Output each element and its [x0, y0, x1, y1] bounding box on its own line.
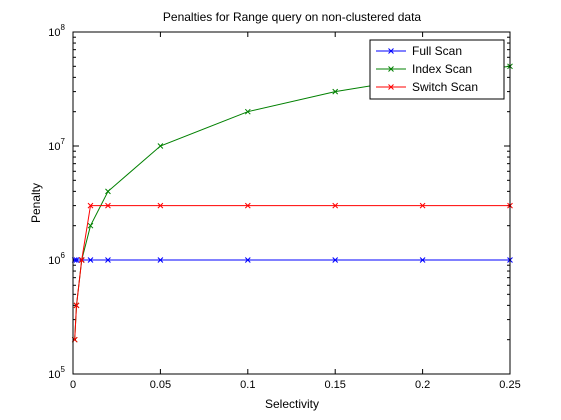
y-tick-label-exponent: 6 — [61, 251, 66, 260]
data-point-switch-scan — [157, 202, 164, 209]
data-point-index-scan — [244, 108, 251, 115]
chart-title: Penalties for Range query on non-cluster… — [163, 10, 421, 24]
data-point-switch-scan — [87, 202, 94, 209]
legend-marker-switch-scan — [388, 84, 394, 90]
y-tick-label-exponent: 8 — [61, 23, 66, 32]
x-axis-label: Selectivity — [265, 397, 319, 411]
series-line-switch-scan — [74, 205, 510, 340]
marker-stroke — [105, 188, 111, 195]
y-tick-label-exponent: 7 — [61, 137, 66, 146]
marker-stroke — [87, 222, 94, 229]
marker-stroke — [244, 202, 251, 209]
marker-stroke — [244, 108, 251, 115]
y-tick-label-base: 10 — [48, 27, 60, 39]
x-tick-label: 0.2 — [415, 379, 430, 391]
marker-stroke — [332, 202, 339, 209]
marker-stroke — [105, 257, 111, 263]
y-tick-label: 105 — [48, 365, 65, 381]
legend-marker-index-scan — [388, 66, 394, 72]
data-point-switch-scan — [78, 257, 85, 263]
data-point-switch-scan — [332, 202, 339, 209]
data-point-index-scan — [157, 143, 164, 149]
data-point-full-scan — [244, 257, 251, 263]
x-tick-label: 0.1 — [240, 379, 255, 391]
y-tick-label-base: 10 — [48, 369, 60, 381]
data-point-index-scan — [105, 188, 111, 195]
data-point-switch-scan — [419, 202, 426, 209]
data-point-full-scan — [73, 257, 80, 263]
legend-label-switch-scan: Switch Scan — [412, 80, 478, 94]
marker-stroke — [87, 202, 94, 209]
legend-label-full-scan: Full Scan — [412, 44, 462, 58]
data-point-switch-scan — [73, 302, 80, 309]
data-point-full-scan — [419, 257, 426, 263]
x-tick-label: 0.25 — [499, 379, 520, 391]
marker-stroke — [332, 257, 339, 263]
plot-frame — [72, 31, 511, 375]
legend: Full Scan Index Scan Switch Scan — [369, 39, 505, 100]
data-point-switch-scan — [105, 202, 111, 209]
legend-marker-full-scan — [388, 48, 394, 54]
x-tick-label: 0.15 — [324, 379, 345, 391]
marker-stroke — [73, 257, 80, 263]
data-point-full-scan — [157, 257, 164, 263]
y-tick-label: 108 — [48, 23, 65, 39]
marker-stroke — [73, 302, 80, 309]
marker-stroke — [419, 202, 426, 209]
y-tick-label-base: 10 — [48, 255, 60, 267]
marker-stroke — [105, 202, 111, 209]
x-tick-label: 0 — [70, 379, 76, 391]
marker-stroke — [87, 257, 94, 263]
y-axis-label: Penalty — [29, 183, 43, 223]
marker-stroke — [244, 257, 251, 263]
y-tick-label: 106 — [48, 251, 65, 267]
x-tick-label: 0.05 — [150, 379, 171, 391]
y-tick-label: 107 — [48, 137, 65, 153]
marker-stroke — [332, 88, 339, 95]
marker-stroke — [157, 143, 164, 149]
y-tick-label-base: 10 — [48, 141, 60, 153]
data-point-switch-scan — [244, 202, 251, 209]
marker-stroke — [157, 202, 164, 209]
y-tick-label-exponent: 5 — [61, 365, 66, 374]
series-switch-scan — [71, 202, 513, 343]
legend-label-index-scan: Index Scan — [412, 62, 472, 76]
data-point-full-scan — [332, 257, 339, 263]
data-point-full-scan — [87, 257, 94, 263]
marker-stroke — [419, 257, 426, 263]
data-point-index-scan — [332, 88, 339, 95]
marker-stroke — [78, 257, 85, 263]
marker-stroke — [157, 257, 164, 263]
data-point-index-scan — [87, 222, 94, 229]
data-point-full-scan — [105, 257, 111, 263]
